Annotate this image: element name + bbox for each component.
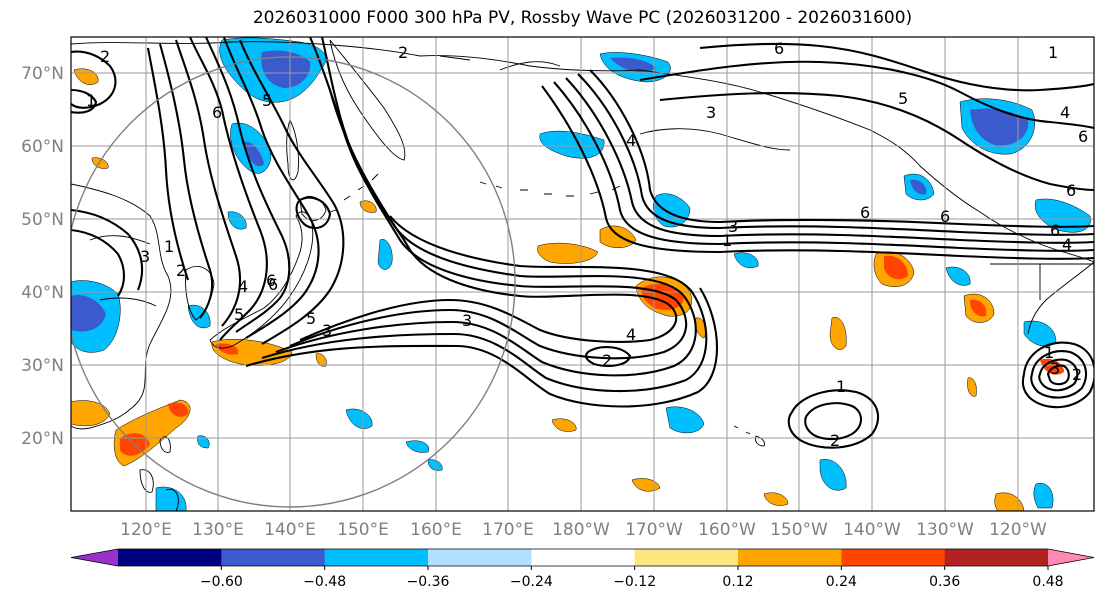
lon-label: 140°W: [843, 520, 901, 540]
contour-label: 6: [212, 103, 222, 122]
colorbar-extend-max: [1048, 549, 1094, 566]
colorbar-segment: [531, 549, 636, 566]
contour-label: 1: [86, 91, 96, 110]
colorbar-tick-label: −0.36: [407, 574, 450, 590]
colorbar-segment: [428, 549, 532, 566]
contour-label: 3: [462, 311, 472, 330]
contour-label: 3: [140, 247, 150, 266]
contour-label: 5: [306, 309, 316, 328]
lon-label: 170°E: [482, 520, 534, 540]
colorbar-tick-label: 0.24: [826, 574, 857, 590]
contour-label: 6: [774, 39, 784, 58]
contour-label: 2: [176, 261, 186, 280]
lon-label: 130°W: [916, 520, 974, 540]
contour-label: 6: [266, 271, 276, 290]
pv-contours: [71, 37, 1094, 449]
pv-anomaly-shading: [71, 37, 1091, 511]
latitude-labels: 70°N 60°N 50°N 40°N 30°N 20°N: [21, 64, 64, 449]
colorbar-tick-label: −0.60: [200, 574, 243, 590]
contour-label: 5: [898, 89, 908, 108]
lon-label: 130°E: [192, 520, 244, 540]
colorbar-tick-label: −0.24: [510, 574, 553, 590]
contour-label: 2: [398, 43, 408, 62]
contour-label: 5: [234, 305, 244, 324]
contour-label: 3: [1050, 359, 1060, 378]
colorbar-extend-min: [71, 549, 118, 566]
contour-label: 6: [1050, 221, 1060, 240]
colorbar-segment: [324, 549, 429, 566]
map-frame: [70, 36, 1095, 512]
contour-labels: 2 1 6 5 2 6 3 4 6 6 5 4 6 1 6 4 3 1 4 3 …: [86, 39, 1088, 450]
contour-label: 1: [164, 237, 174, 256]
contour-label: 3: [706, 103, 716, 122]
lat-label: 40°N: [21, 283, 64, 303]
lat-label: 30°N: [21, 356, 64, 376]
contour-label: 5: [262, 91, 272, 110]
contour-label: 6: [860, 203, 870, 222]
lon-label: 180°W: [552, 520, 610, 540]
colorbar-segment: [221, 549, 326, 566]
lon-label: 140°E: [264, 520, 316, 540]
map-gridlines: [71, 37, 1094, 511]
contour-label: 3: [322, 321, 332, 340]
colorbar-outline: [70, 548, 1095, 567]
colorbar: −0.60 −0.48 −0.36 −0.24 −0.12 0.12 0.24 0.36 0.4…: [70, 548, 1095, 590]
contour-label: 4: [238, 277, 248, 296]
contour-label: 1: [722, 231, 732, 250]
longitude-labels: 120°E 130°E 140°E 150°E 160°E 170°E 180°…: [120, 520, 1047, 540]
contour-label: 1: [836, 377, 846, 396]
lat-label: 70°N: [21, 64, 64, 84]
colorbar-tick-label: −0.12: [613, 574, 656, 590]
map-title: 2026031000 F000 300 hPa PV, Rossby Wave …: [252, 8, 913, 28]
colorbar-segment: [634, 549, 739, 566]
lon-label: 120°W: [989, 520, 1047, 540]
contour-label: 4: [626, 131, 636, 150]
contour-label: 1: [1044, 343, 1054, 362]
colorbar-segment: [118, 549, 222, 566]
contour-label: 6: [1066, 181, 1076, 200]
contour-label: 4: [1060, 103, 1070, 122]
contour-label: 6: [940, 207, 950, 226]
contour-label: 2: [100, 47, 110, 66]
lon-label: 170°W: [625, 520, 683, 540]
contour-label: 4: [1062, 235, 1072, 254]
lon-label: 160°W: [698, 520, 756, 540]
colorbar-tick-label: −0.48: [303, 574, 346, 590]
lon-label: 150°E: [337, 520, 389, 540]
colorbar-segment: [841, 549, 946, 566]
contour-label: 6: [268, 275, 278, 294]
colorbar-segment: [738, 549, 842, 566]
lat-label: 60°N: [21, 137, 64, 157]
lon-label: 160°E: [410, 520, 462, 540]
lat-label: 50°N: [21, 210, 64, 230]
contour-label: 3: [728, 217, 738, 236]
contour-label: 6: [1078, 127, 1088, 146]
colorbar-tick-label: 0.36: [929, 574, 960, 590]
contour-label: 2: [830, 431, 840, 450]
colorbar-tick-label: 0.48: [1032, 574, 1063, 590]
contour-label: 2: [1072, 365, 1082, 384]
rossby-wave-circle: [71, 56, 516, 508]
lat-label: 20°N: [21, 429, 64, 449]
colorbar-tick-label: 0.12: [722, 574, 753, 590]
lon-label: 120°E: [120, 520, 172, 540]
colorbar-segment: [944, 549, 1049, 566]
contour-label: 1: [1048, 43, 1058, 62]
contour-label: 4: [626, 325, 636, 344]
map-area: [71, 37, 1094, 511]
contour-label: 2: [602, 351, 612, 370]
lon-label: 150°W: [770, 520, 828, 540]
